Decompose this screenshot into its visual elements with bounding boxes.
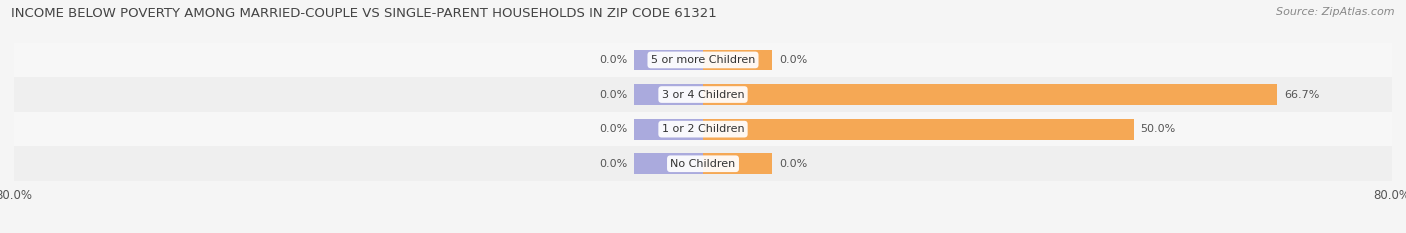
Text: 3 or 4 Children: 3 or 4 Children bbox=[662, 89, 744, 99]
Text: 0.0%: 0.0% bbox=[599, 89, 627, 99]
Text: 50.0%: 50.0% bbox=[1140, 124, 1175, 134]
Text: 66.7%: 66.7% bbox=[1284, 89, 1320, 99]
Bar bbox=[634, 50, 703, 70]
Bar bbox=[634, 84, 703, 105]
Text: 0.0%: 0.0% bbox=[779, 55, 807, 65]
Text: 0.0%: 0.0% bbox=[599, 124, 627, 134]
Text: 0.0%: 0.0% bbox=[779, 159, 807, 169]
Text: Source: ZipAtlas.com: Source: ZipAtlas.com bbox=[1277, 7, 1395, 17]
Text: 0.0%: 0.0% bbox=[599, 159, 627, 169]
Bar bbox=[703, 153, 772, 174]
Bar bbox=[703, 84, 1278, 105]
Bar bbox=[634, 153, 703, 174]
Text: 1 or 2 Children: 1 or 2 Children bbox=[662, 124, 744, 134]
Bar bbox=[703, 119, 1133, 140]
Bar bbox=[0, 112, 1406, 147]
Bar bbox=[703, 50, 772, 70]
Bar bbox=[0, 147, 1406, 181]
Bar bbox=[0, 77, 1406, 112]
Text: 0.0%: 0.0% bbox=[599, 55, 627, 65]
Text: 5 or more Children: 5 or more Children bbox=[651, 55, 755, 65]
Text: No Children: No Children bbox=[671, 159, 735, 169]
Text: INCOME BELOW POVERTY AMONG MARRIED-COUPLE VS SINGLE-PARENT HOUSEHOLDS IN ZIP COD: INCOME BELOW POVERTY AMONG MARRIED-COUPL… bbox=[11, 7, 717, 20]
Bar bbox=[0, 43, 1406, 77]
Bar bbox=[634, 119, 703, 140]
